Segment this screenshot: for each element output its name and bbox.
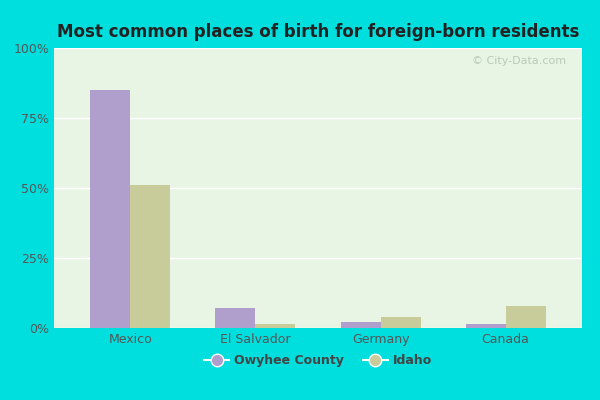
Bar [341, 322, 380, 328]
Bar [91, 90, 130, 328]
Legend: Owyhee County, Idaho: Owyhee County, Idaho [199, 349, 437, 372]
Bar [130, 185, 170, 328]
Bar [256, 324, 295, 328]
Bar [506, 306, 545, 328]
Title: Most common places of birth for foreign-born residents: Most common places of birth for foreign-… [57, 23, 579, 41]
Bar [380, 317, 421, 328]
Text: © City-Data.com: © City-Data.com [472, 56, 566, 66]
Bar [215, 308, 256, 328]
Bar [466, 324, 506, 328]
